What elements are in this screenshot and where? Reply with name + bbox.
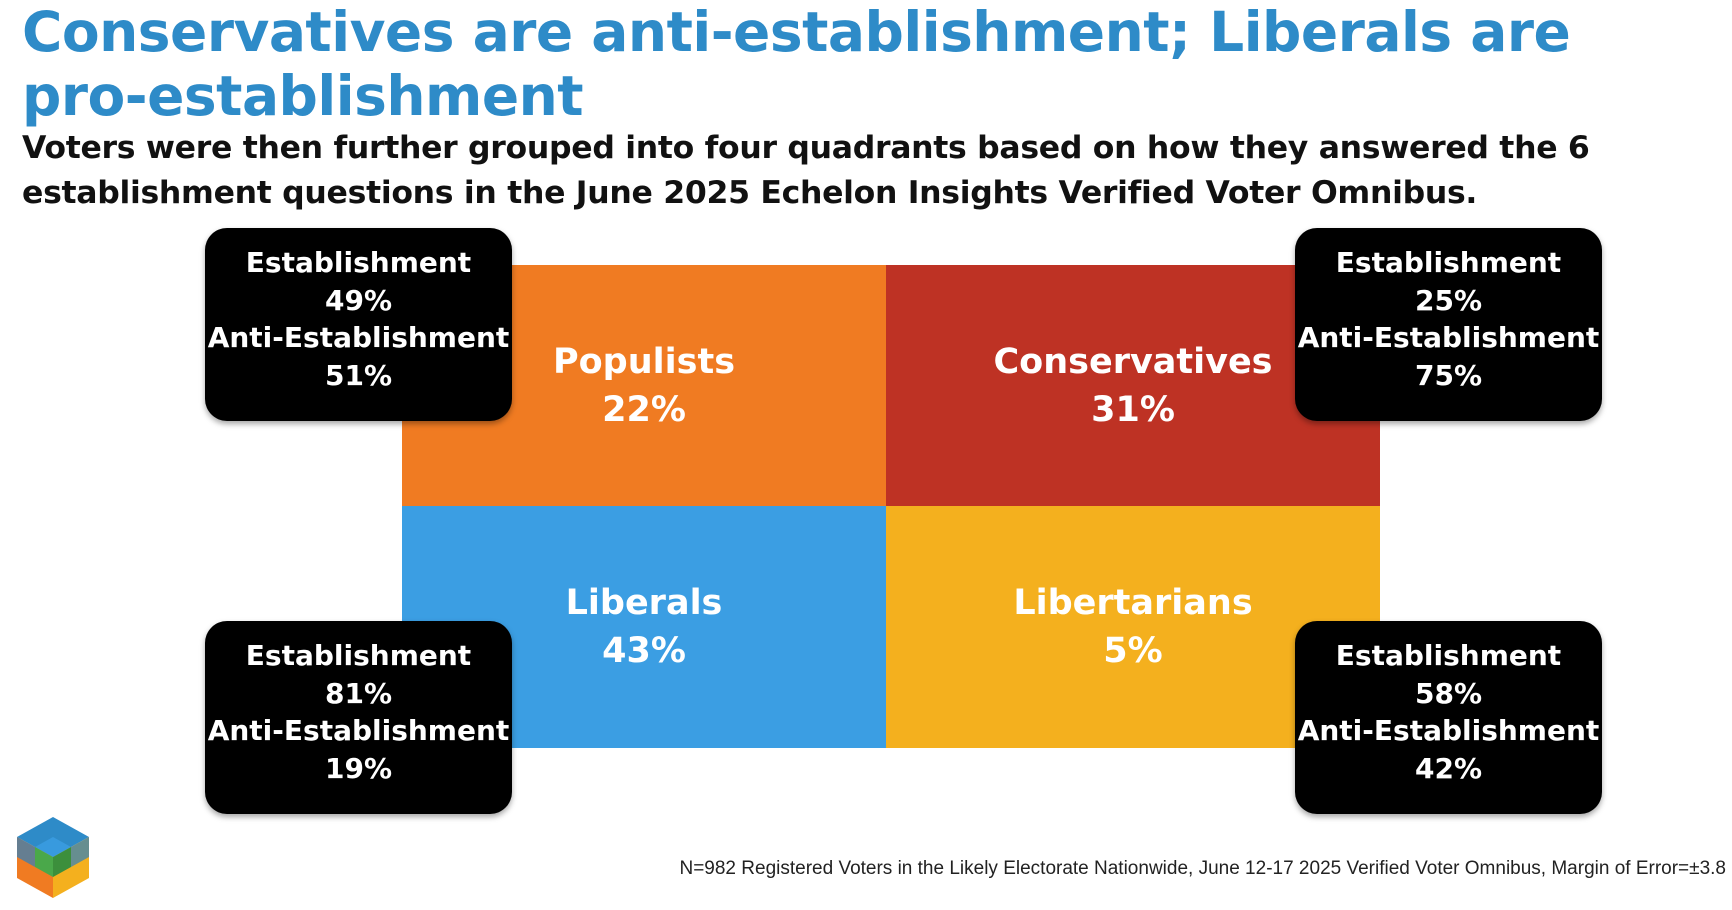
quadrant-label: Liberals bbox=[565, 583, 723, 623]
establishment-label: Establishment bbox=[1335, 639, 1562, 672]
establishment-value: 81% bbox=[324, 676, 393, 710]
establishment-label: Establishment bbox=[245, 639, 472, 672]
anti-establishment-value: 51% bbox=[324, 358, 393, 392]
quadrant-share: 31% bbox=[1091, 389, 1175, 430]
anti-establishment-value: 75% bbox=[1414, 358, 1483, 392]
quadrant-label: Conservatives bbox=[993, 341, 1273, 382]
quadrant-share: 43% bbox=[602, 631, 686, 671]
establishment-label: Establishment bbox=[1335, 246, 1562, 279]
establishment-label: Establishment bbox=[245, 246, 472, 279]
establishment-value: 58% bbox=[1414, 676, 1483, 710]
anti-establishment-label: Anti-Establishment bbox=[1297, 321, 1600, 354]
anti-establishment-label: Anti-Establishment bbox=[207, 714, 510, 747]
stat-box-libertarians: Establishment 58% Anti-Establishment 42% bbox=[1295, 621, 1602, 814]
quadrant-label: Libertarians bbox=[1013, 583, 1253, 623]
quadrant-share: 22% bbox=[602, 389, 686, 430]
anti-establishment-value: 42% bbox=[1414, 751, 1483, 785]
establishment-value: 49% bbox=[324, 283, 393, 317]
stat-box-liberals: Establishment 81% Anti-Establishment 19% bbox=[205, 621, 512, 814]
quadrant-label: Populists bbox=[552, 341, 736, 382]
cube-logo-icon bbox=[17, 817, 89, 898]
anti-establishment-label: Anti-Establishment bbox=[1297, 714, 1600, 747]
stat-box-conservatives: Establishment 25% Anti-Establishment 75% bbox=[1295, 228, 1602, 421]
establishment-value: 25% bbox=[1414, 283, 1483, 317]
anti-establishment-label: Anti-Establishment bbox=[207, 321, 510, 354]
quadrant-share: 5% bbox=[1103, 631, 1163, 671]
page-subtitle: Voters were then further grouped into fo… bbox=[22, 130, 1590, 211]
footnote: N=982 Registered Voters in the Likely El… bbox=[679, 858, 1726, 879]
page-title: Conservatives are anti-establishment; Li… bbox=[22, 0, 1571, 128]
stat-box-populists: Establishment 49% Anti-Establishment 51% bbox=[205, 228, 512, 421]
quadrant-libertarians: Libertarians 5% bbox=[886, 506, 1380, 748]
anti-establishment-value: 19% bbox=[324, 751, 393, 785]
